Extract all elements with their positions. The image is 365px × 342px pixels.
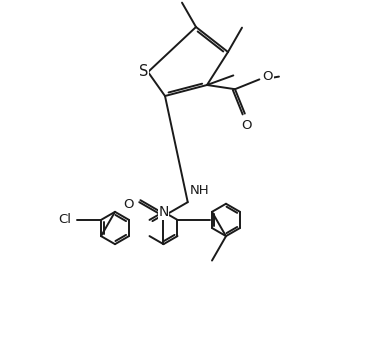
Text: N: N bbox=[158, 205, 169, 219]
Text: O: O bbox=[262, 70, 273, 83]
Text: O: O bbox=[242, 119, 252, 132]
Text: Cl: Cl bbox=[58, 213, 71, 226]
Text: O: O bbox=[124, 198, 134, 211]
Text: S: S bbox=[139, 65, 149, 79]
Text: NH: NH bbox=[190, 184, 210, 197]
